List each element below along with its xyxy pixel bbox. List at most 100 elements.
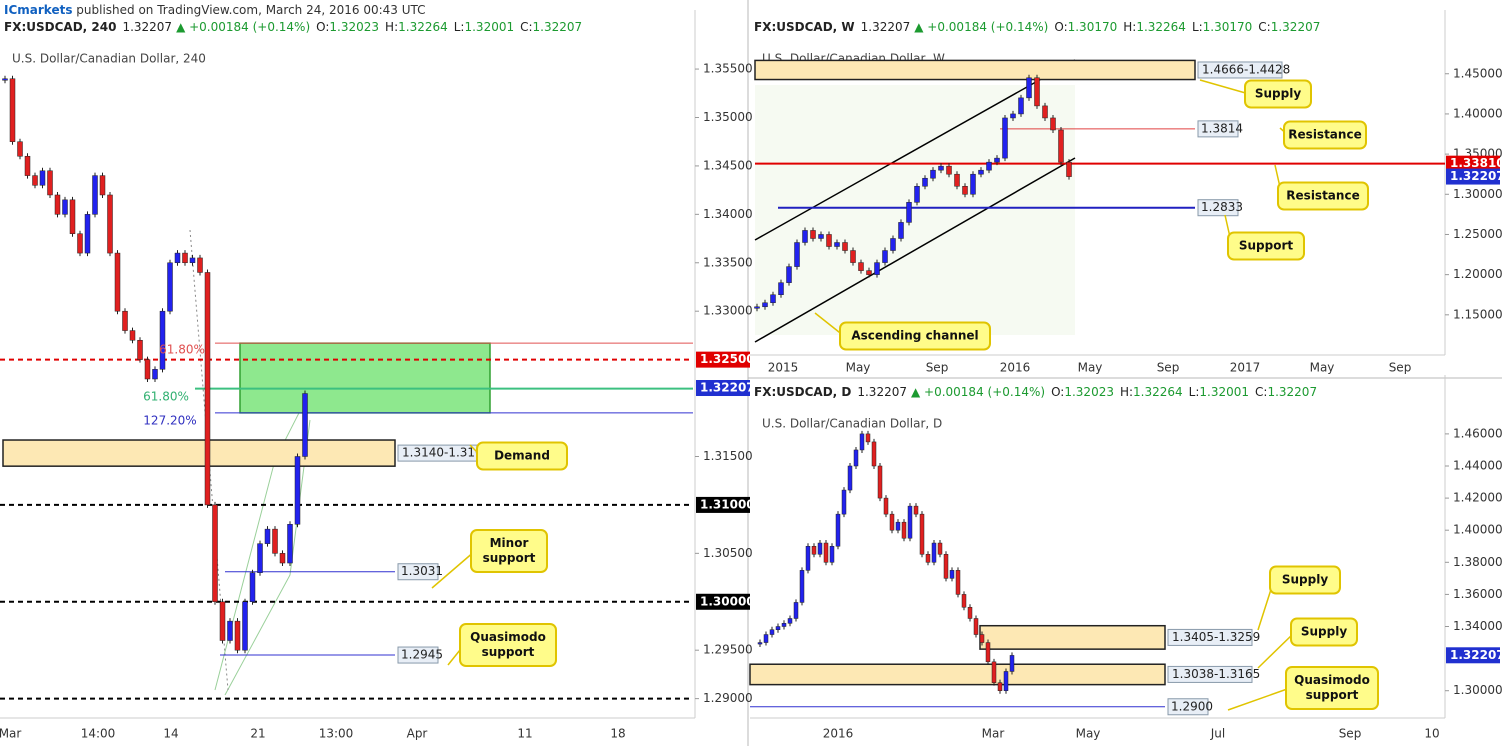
candle: [901, 521, 907, 539]
callout: [1285, 666, 1379, 710]
y-tick-label: 1.40000: [1453, 106, 1502, 120]
callout-pointer: [1199, 79, 1250, 95]
candle: [107, 194, 113, 254]
candle: [54, 194, 61, 215]
candle: [264, 528, 271, 544]
candle: [294, 456, 301, 525]
label-box: [1167, 665, 1253, 683]
candle: [979, 634, 985, 643]
candle: [925, 554, 931, 563]
candle: [946, 165, 952, 175]
candle: [847, 465, 853, 491]
y-tick-label: 1.33500: [703, 255, 753, 269]
candle: [877, 465, 883, 499]
x-tick-label: 18: [610, 727, 625, 741]
y-tick-label: 1.34000: [703, 207, 753, 221]
candle: [1002, 117, 1008, 159]
callout-text: Resistance: [1286, 189, 1359, 203]
candle: [279, 553, 286, 564]
banner: ICmarkets published on TradingView.com, …: [4, 3, 426, 17]
x-tick-label: May: [1078, 361, 1103, 375]
candle: [84, 214, 91, 254]
candle: [906, 202, 912, 223]
panel-header: FX:USDCAD, W 1.32207 ▲ +0.00184 (+0.14%) O:…: [754, 20, 1320, 34]
price-tag: [1446, 647, 1500, 664]
candle: [842, 242, 848, 251]
candle: [1009, 655, 1015, 672]
ohlc-value: 1.32207: [1267, 385, 1317, 399]
zone: [2, 439, 396, 467]
callout: [459, 623, 557, 667]
candle: [770, 294, 776, 304]
y-tick-label: 1.34000: [1453, 619, 1502, 633]
callout-pointer: [1227, 687, 1291, 711]
candle: [144, 359, 151, 380]
candle: [938, 165, 944, 171]
price-tag-label: 1.30000: [700, 594, 755, 608]
ohlc-label: C:: [1255, 385, 1267, 399]
x-tick-label: Sep: [926, 361, 949, 375]
candle: [778, 282, 784, 295]
callout: [1244, 79, 1312, 109]
candle: [930, 169, 936, 179]
candle: [174, 252, 181, 264]
candle: [949, 570, 955, 579]
label-box: [1167, 628, 1253, 646]
candle: [92, 175, 98, 215]
channel-shade: [755, 85, 1075, 335]
y-tick-label: 1.40000: [1453, 523, 1502, 537]
y-tick-label: 1.46000: [1453, 426, 1502, 440]
candle: [754, 306, 760, 309]
candle: [2, 78, 8, 81]
ohlc-value: 1.32001: [1199, 385, 1249, 399]
level-label: 1.2833: [1201, 200, 1243, 214]
candle: [954, 173, 960, 187]
label-box: [397, 646, 439, 664]
zone-label: 1.3140-1.3167: [402, 446, 490, 460]
price-tag-label: 1.32207: [1450, 169, 1502, 183]
candle: [810, 230, 816, 239]
ohlc-label: O:: [1054, 20, 1067, 34]
panel-header: FX:USDCAD, 240 1.32207 ▲ +0.00184 (+0.14%)…: [4, 20, 582, 34]
change: ▲ +0.00184 (+0.14%): [914, 20, 1048, 34]
callout-text: support: [482, 645, 535, 659]
candle: [159, 310, 166, 370]
callout-text: Resistance: [1288, 128, 1361, 142]
ohlc-value: 1.32264: [1136, 20, 1186, 34]
x-tick-label: Sep: [1389, 361, 1412, 375]
candle: [835, 513, 841, 547]
candle: [955, 570, 961, 595]
callout-text: Quasimodo: [1294, 673, 1370, 687]
callout-pointer: [431, 550, 476, 589]
x-tick-label: Mar: [0, 727, 21, 741]
ohlc-label: H:: [1123, 20, 1136, 34]
x-tick-label: 2015: [768, 361, 799, 375]
fib-label: 127.20%: [143, 414, 196, 428]
candle: [883, 497, 889, 515]
callout-text: Ascending channel: [851, 329, 978, 343]
candle: [39, 170, 46, 186]
zone-label: 1.3405-1.3259: [1172, 630, 1260, 644]
y-tick-label: 1.31500: [703, 449, 753, 463]
chart-title: U.S. Dollar/Canadian Dollar, 240: [12, 52, 206, 66]
candle: [961, 594, 967, 608]
callout-text: Supply: [1255, 87, 1301, 101]
candle: [129, 330, 136, 341]
x-tick-label: 11: [517, 727, 532, 741]
channel-line: [754, 59, 1076, 241]
price-tag: [696, 593, 750, 610]
candle: [826, 234, 832, 247]
y-tick-label: 1.33000: [703, 304, 753, 318]
candle: [970, 173, 976, 195]
candle: [1050, 117, 1056, 131]
candle: [302, 393, 308, 457]
chart-title: U.S. Dollar/Canadian Dollar, D: [762, 417, 942, 431]
x-tick-label: Sep: [1339, 727, 1362, 741]
candle: [763, 634, 769, 643]
label-box: [1197, 120, 1239, 138]
zone: [979, 624, 1166, 650]
y-tick-label: 1.30500: [703, 546, 753, 560]
x-tick-label: May: [846, 361, 871, 375]
channel-line: [754, 157, 1076, 343]
